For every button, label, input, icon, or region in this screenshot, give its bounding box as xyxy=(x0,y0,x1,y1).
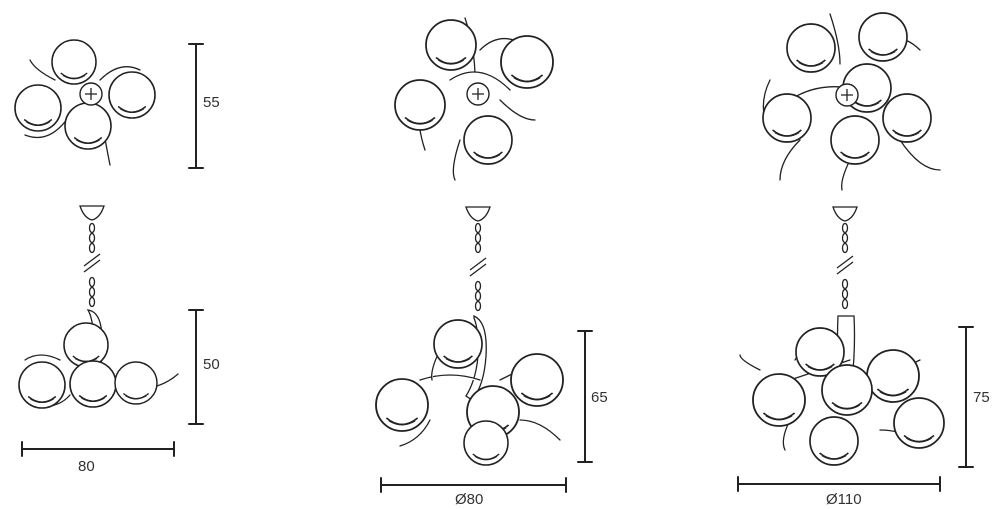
fixture-large-top-view xyxy=(762,12,941,191)
fixture-medium-width-dimension xyxy=(380,477,567,493)
large-width-label: Ø110 xyxy=(826,491,862,508)
fixture-small-top-view xyxy=(14,39,156,166)
small-side-height-label: 50 xyxy=(203,356,220,373)
small-top-height-label: 55 xyxy=(203,94,220,111)
medium-side-height-label: 65 xyxy=(591,389,608,406)
fixture-large-width-dimension xyxy=(737,476,941,492)
fixture-medium-side-height-dimension xyxy=(577,330,593,463)
small-width-label: 80 xyxy=(78,458,95,475)
fixture-small-width-dimension xyxy=(21,441,175,457)
fixture-small-side-height-dimension xyxy=(188,309,204,425)
fixture-small-top-height-dimension xyxy=(188,43,204,169)
fixture-large-side-view xyxy=(739,206,945,466)
fixture-small-side-view xyxy=(18,205,179,409)
fixture-medium-side-view xyxy=(375,206,564,466)
medium-width-label: Ø80 xyxy=(455,491,484,508)
fixture-large-side-height-dimension xyxy=(958,326,974,468)
large-side-height-label: 75 xyxy=(973,389,990,406)
fixture-medium-top-view xyxy=(394,17,554,181)
